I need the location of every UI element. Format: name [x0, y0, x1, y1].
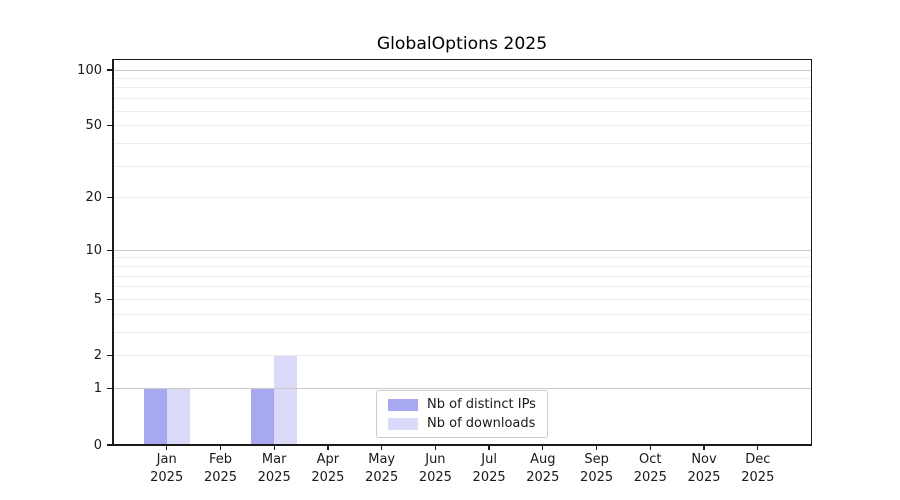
- y-tick-label: 1: [93, 381, 102, 397]
- x-tick-label: Aug 2025: [526, 452, 560, 485]
- axis-spine-right: [810, 58, 813, 446]
- axis-spine-left: [112, 58, 114, 446]
- y-tick-label: 10: [85, 242, 102, 258]
- gridline-minor: [113, 331, 812, 333]
- gridline-minor: [113, 165, 812, 167]
- y-tick-mark: [107, 298, 112, 301]
- x-tick-label: Mar 2025: [257, 452, 291, 485]
- y-tick-mark: [107, 249, 112, 251]
- gridline-minor: [113, 355, 812, 357]
- y-tick-label: 0: [93, 437, 102, 453]
- x-tick-label: Oct 2025: [633, 452, 667, 485]
- bar: [251, 388, 275, 445]
- gridline-minor: [113, 125, 812, 126]
- x-tick-label: Feb 2025: [203, 452, 238, 485]
- x-tick-mark: [542, 445, 544, 451]
- x-tick-label: Sep 2025: [580, 452, 614, 485]
- x-tick-mark: [434, 445, 437, 451]
- gridline-minor: [113, 110, 812, 112]
- x-tick-label: Dec 2025: [741, 452, 775, 485]
- x-tick-mark: [595, 445, 598, 451]
- gridline-minor: [113, 313, 812, 315]
- bar: [166, 388, 190, 445]
- y-tick-mark: [107, 444, 112, 446]
- legend-swatch: [388, 417, 418, 430]
- x-tick-mark: [649, 445, 651, 451]
- x-tick-mark: [327, 445, 329, 451]
- x-tick-label: Jul 2025: [472, 452, 506, 485]
- legend: Nb of distinct IPs Nb of downloads: [376, 390, 548, 438]
- y-tick-label: 5: [93, 291, 102, 307]
- y-tick-mark: [107, 69, 112, 71]
- bar: [143, 388, 167, 445]
- y-tick-mark: [107, 124, 112, 127]
- x-tick-label: May 2025: [365, 452, 399, 485]
- x-tick-mark: [219, 445, 222, 451]
- bar: [274, 355, 298, 445]
- x-tick-mark: [166, 445, 168, 451]
- x-tick-mark: [381, 445, 383, 451]
- gridline-major: [113, 388, 812, 390]
- gridline-minor: [113, 78, 812, 79]
- y-tick-mark: [107, 355, 112, 357]
- gridline-minor: [113, 142, 812, 144]
- gridline-minor: [113, 87, 812, 89]
- x-tick-label: Nov 2025: [687, 452, 721, 485]
- y-tick-mark: [107, 196, 112, 199]
- y-tick-label: 50: [85, 118, 102, 133]
- y-tick-label: 100: [77, 62, 102, 78]
- legend-swatch: [388, 398, 418, 411]
- gridline-minor: [113, 257, 812, 259]
- x-tick-mark: [273, 445, 275, 451]
- x-tick-label: Jun 2025: [418, 452, 452, 485]
- axis-spine-bottom: [112, 444, 813, 446]
- axis-spine-top: [112, 58, 813, 60]
- legend-label: Nb of distinct IPs: [427, 396, 536, 412]
- gridline-minor: [113, 298, 812, 300]
- gridline-minor: [113, 275, 812, 277]
- y-tick-label: 20: [85, 190, 102, 206]
- legend-label: Nb of downloads: [427, 415, 536, 431]
- y-tick-mark: [107, 388, 112, 390]
- gridline-minor: [113, 266, 812, 267]
- legend-entry: Nb of downloads: [377, 414, 547, 433]
- x-tick-mark: [488, 445, 490, 451]
- gridline-minor: [113, 98, 812, 100]
- x-tick-mark: [757, 445, 759, 451]
- gridline-major: [113, 69, 812, 71]
- gridline-minor: [113, 197, 812, 199]
- chart-title: GlobalOptions 2025: [376, 34, 548, 54]
- x-tick-label: Jan 2025: [150, 452, 184, 485]
- y-tick-label: 2: [93, 348, 102, 364]
- x-tick-label: Apr 2025: [311, 452, 345, 485]
- legend-entry: Nb of distinct IPs: [377, 395, 547, 414]
- gridline-minor: [113, 286, 812, 288]
- gridline-major: [113, 249, 812, 251]
- x-tick-mark: [703, 445, 705, 451]
